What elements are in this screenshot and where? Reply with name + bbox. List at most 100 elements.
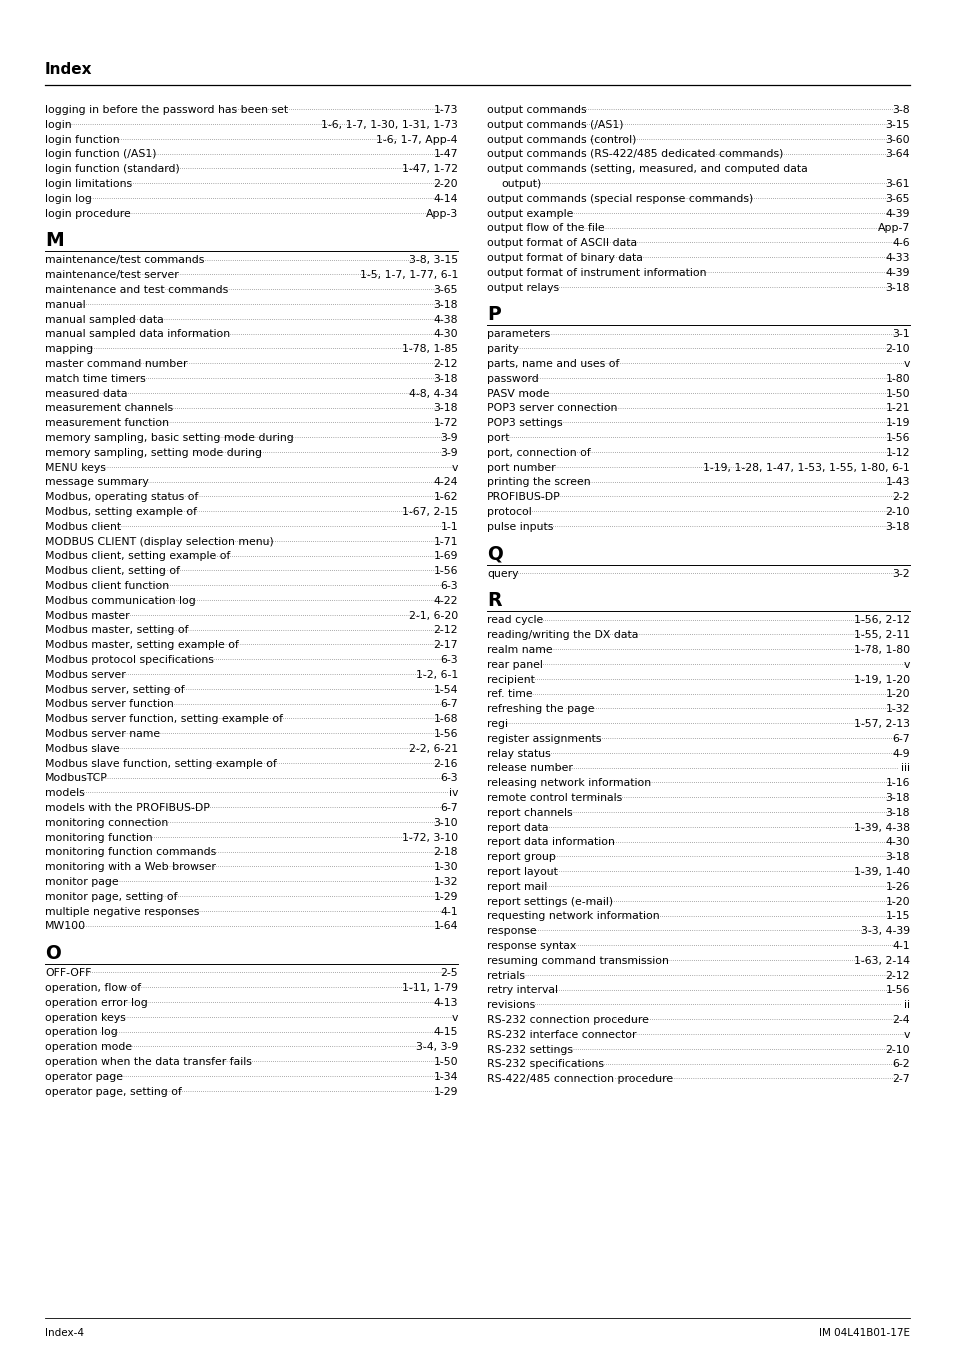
Text: 4-24: 4-24 <box>433 478 457 487</box>
Text: 1-19: 1-19 <box>884 418 909 428</box>
Text: v: v <box>451 463 457 472</box>
Text: 1-5, 1-7, 1-77, 6-1: 1-5, 1-7, 1-77, 6-1 <box>359 270 457 281</box>
Text: 1-16: 1-16 <box>884 778 909 788</box>
Text: output example: output example <box>486 209 573 219</box>
Text: 4-1: 4-1 <box>891 941 909 950</box>
Text: v: v <box>451 1012 457 1022</box>
Text: 3-18: 3-18 <box>433 374 457 383</box>
Text: 3-60: 3-60 <box>884 135 909 144</box>
Text: Modbus server name: Modbus server name <box>45 729 160 738</box>
Text: 1-78, 1-85: 1-78, 1-85 <box>401 344 457 354</box>
Text: POP3 settings: POP3 settings <box>486 418 562 428</box>
Text: message summary: message summary <box>45 478 149 487</box>
Text: 3-65: 3-65 <box>433 285 457 296</box>
Text: 2-16: 2-16 <box>433 759 457 768</box>
Text: output commands (special response commands): output commands (special response comman… <box>486 194 753 204</box>
Text: 1-15: 1-15 <box>884 911 909 922</box>
Text: 2-1, 6-20: 2-1, 6-20 <box>408 610 457 621</box>
Text: Modbus master: Modbus master <box>45 610 130 621</box>
Text: Modbus slave: Modbus slave <box>45 744 119 753</box>
Text: ModbusTCP: ModbusTCP <box>45 774 108 783</box>
Text: output flow of the file: output flow of the file <box>486 223 604 234</box>
Text: response syntax: response syntax <box>486 941 576 950</box>
Text: maintenance/test server: maintenance/test server <box>45 270 178 281</box>
Text: Modbus master, setting example of: Modbus master, setting example of <box>45 640 238 651</box>
Text: 1-56: 1-56 <box>433 729 457 738</box>
Text: parameters: parameters <box>486 329 550 339</box>
Text: 1-39, 4-38: 1-39, 4-38 <box>853 822 909 833</box>
Text: RS-232 interface connector: RS-232 interface connector <box>486 1030 636 1040</box>
Text: output commands (setting, measured, and computed data: output commands (setting, measured, and … <box>486 165 807 174</box>
Text: output): output) <box>500 180 540 189</box>
Text: RS-232 settings: RS-232 settings <box>486 1045 573 1054</box>
Text: port, connection of: port, connection of <box>486 448 590 458</box>
Text: 3-18: 3-18 <box>884 852 909 863</box>
Text: 1-71: 1-71 <box>433 536 457 547</box>
Text: 4-39: 4-39 <box>884 267 909 278</box>
Text: release number: release number <box>486 763 572 774</box>
Text: parity: parity <box>486 344 518 354</box>
Text: 6-3: 6-3 <box>440 774 457 783</box>
Text: 6-3: 6-3 <box>440 655 457 666</box>
Text: 2-10: 2-10 <box>884 1045 909 1054</box>
Text: 3-8, 3-15: 3-8, 3-15 <box>409 255 457 266</box>
Text: iv: iv <box>448 788 457 798</box>
Text: 1-6, 1-7, App-4: 1-6, 1-7, App-4 <box>376 135 457 144</box>
Text: monitoring function commands: monitoring function commands <box>45 848 216 857</box>
Text: realm name: realm name <box>486 645 552 655</box>
Text: Modbus client function: Modbus client function <box>45 580 169 591</box>
Text: 1-32: 1-32 <box>433 878 457 887</box>
Text: Modbus communication log: Modbus communication log <box>45 595 195 606</box>
Text: operation log: operation log <box>45 1027 117 1037</box>
Text: RS-422/485 connection procedure: RS-422/485 connection procedure <box>486 1075 673 1084</box>
Text: output format of binary data: output format of binary data <box>486 252 642 263</box>
Text: Q: Q <box>486 544 502 563</box>
Text: 1-62: 1-62 <box>433 493 457 502</box>
Text: port number: port number <box>486 463 555 472</box>
Text: 4-39: 4-39 <box>884 209 909 219</box>
Text: 1-69: 1-69 <box>433 551 457 562</box>
Text: maintenance/test commands: maintenance/test commands <box>45 255 204 266</box>
Text: 2-12: 2-12 <box>433 359 457 369</box>
Text: 1-29: 1-29 <box>433 892 457 902</box>
Text: 2-2, 6-21: 2-2, 6-21 <box>409 744 457 753</box>
Text: 6-3: 6-3 <box>440 580 457 591</box>
Text: relay status: relay status <box>486 749 550 759</box>
Text: 1-50: 1-50 <box>884 389 909 398</box>
Text: monitoring function: monitoring function <box>45 833 152 842</box>
Text: requesting network information: requesting network information <box>486 911 659 922</box>
Text: Modbus server function, setting example of: Modbus server function, setting example … <box>45 714 283 724</box>
Text: 4-22: 4-22 <box>433 595 457 606</box>
Text: maintenance and test commands: maintenance and test commands <box>45 285 228 296</box>
Text: 1-39, 1-40: 1-39, 1-40 <box>853 867 909 878</box>
Text: report group: report group <box>486 852 556 863</box>
Text: 4-15: 4-15 <box>433 1027 457 1037</box>
Text: login limitations: login limitations <box>45 180 132 189</box>
Text: models: models <box>45 788 85 798</box>
Text: 1-21: 1-21 <box>884 404 909 413</box>
Text: output commands (control): output commands (control) <box>486 135 636 144</box>
Text: monitoring with a Web browser: monitoring with a Web browser <box>45 863 215 872</box>
Text: IM 04L41B01-17E: IM 04L41B01-17E <box>818 1328 909 1338</box>
Text: Modbus slave function, setting example of: Modbus slave function, setting example o… <box>45 759 276 768</box>
Text: iii: iii <box>900 763 909 774</box>
Text: 6-7: 6-7 <box>891 734 909 744</box>
Text: 3-15: 3-15 <box>884 120 909 130</box>
Text: 2-12: 2-12 <box>433 625 457 636</box>
Text: read cycle: read cycle <box>486 616 542 625</box>
Text: master command number: master command number <box>45 359 188 369</box>
Text: 1-20: 1-20 <box>884 690 909 699</box>
Text: report settings (e-mail): report settings (e-mail) <box>486 896 613 907</box>
Text: 2-2: 2-2 <box>891 493 909 502</box>
Text: 3-1: 3-1 <box>891 329 909 339</box>
Text: P: P <box>486 305 500 324</box>
Text: 1-2, 6-1: 1-2, 6-1 <box>416 670 457 680</box>
Text: 4-13: 4-13 <box>433 998 457 1008</box>
Text: 1-19, 1-28, 1-47, 1-53, 1-55, 1-80, 6-1: 1-19, 1-28, 1-47, 1-53, 1-55, 1-80, 6-1 <box>702 463 909 472</box>
Text: 1-47, 1-72: 1-47, 1-72 <box>401 165 457 174</box>
Text: resuming command transmission: resuming command transmission <box>486 956 668 965</box>
Text: 3-2: 3-2 <box>891 568 909 579</box>
Text: 4-38: 4-38 <box>433 315 457 324</box>
Text: login function: login function <box>45 135 119 144</box>
Text: 1-29: 1-29 <box>433 1087 457 1096</box>
